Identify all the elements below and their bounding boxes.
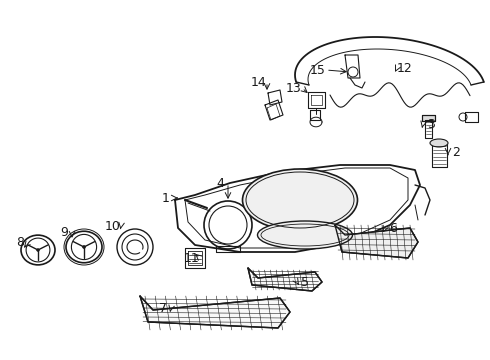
Text: 4: 4 <box>216 176 224 189</box>
Text: 11: 11 <box>184 252 200 265</box>
Text: 9: 9 <box>60 226 68 239</box>
Text: 7: 7 <box>159 302 167 315</box>
Polygon shape <box>335 225 418 258</box>
Polygon shape <box>140 296 290 328</box>
Circle shape <box>82 246 85 248</box>
Circle shape <box>37 249 39 251</box>
Text: 13: 13 <box>286 81 302 95</box>
Ellipse shape <box>258 221 352 249</box>
Text: 6: 6 <box>389 221 397 234</box>
Ellipse shape <box>430 139 448 147</box>
Text: 1: 1 <box>162 192 170 204</box>
Text: 10: 10 <box>105 220 121 233</box>
Polygon shape <box>422 115 435 121</box>
Text: 3: 3 <box>427 117 435 131</box>
Text: 2: 2 <box>452 145 460 158</box>
Text: 12: 12 <box>397 62 413 75</box>
Text: 8: 8 <box>16 237 24 249</box>
Text: 14: 14 <box>251 76 267 89</box>
Polygon shape <box>248 268 322 291</box>
Ellipse shape <box>243 169 358 231</box>
Text: 15: 15 <box>310 63 326 77</box>
Text: 5: 5 <box>301 275 309 288</box>
